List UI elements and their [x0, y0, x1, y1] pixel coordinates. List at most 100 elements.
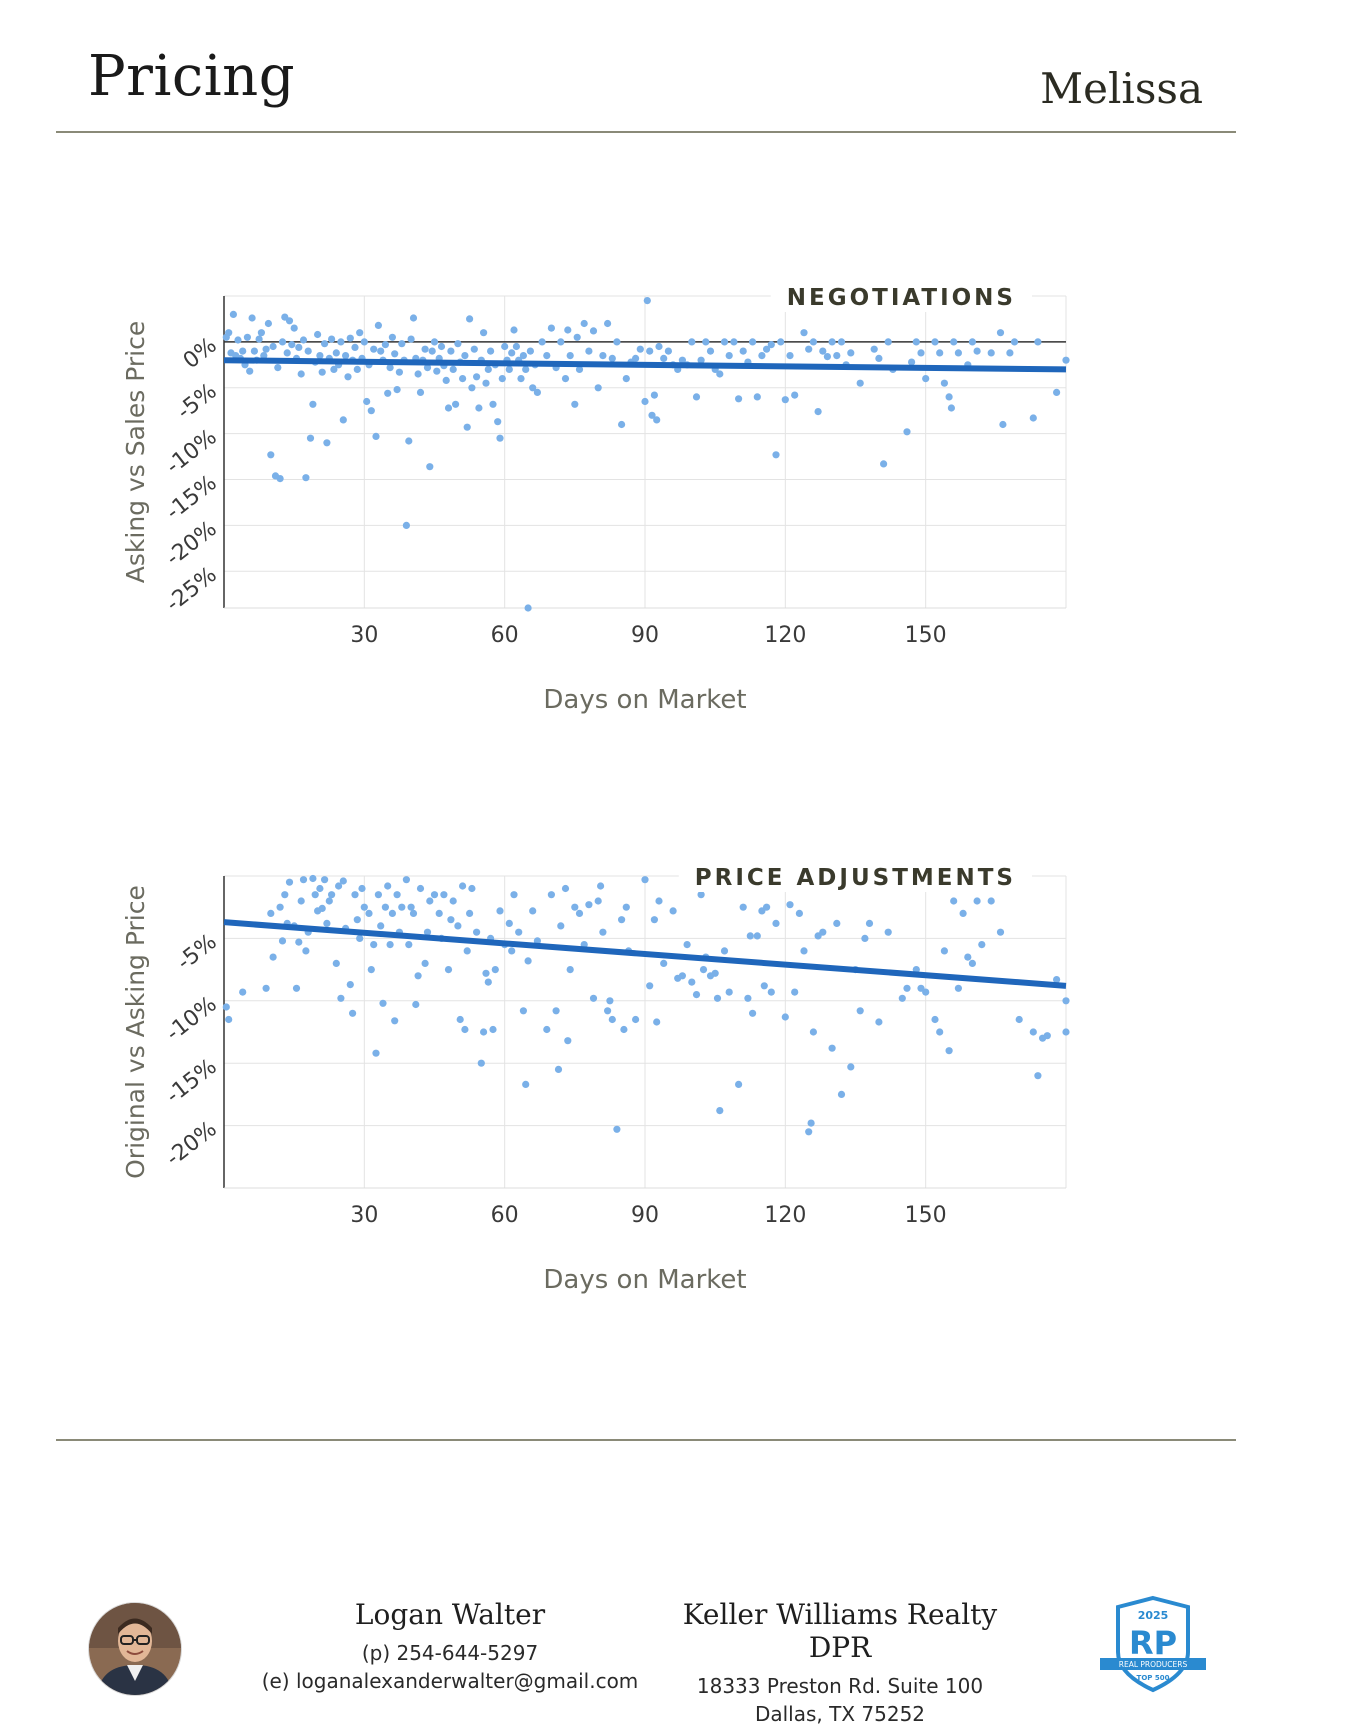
negotiations-data-point — [837, 338, 846, 346]
negotiations-data-point — [452, 400, 460, 408]
negotiations-data-point — [463, 423, 471, 431]
price-adjustments-data-point — [739, 903, 747, 911]
negotiations-data-point — [519, 352, 527, 360]
price-adjustments-data-point — [861, 934, 869, 942]
price-adjustments-data-point — [423, 928, 432, 936]
price-adjustments-data-point — [618, 916, 626, 924]
negotiations-data-point — [321, 340, 329, 348]
price-adjustments-data-point — [660, 959, 668, 967]
negotiations-data-point — [763, 345, 771, 353]
price-adjustments-data-point — [302, 947, 310, 955]
price-adjustments-data-point — [1034, 1072, 1042, 1080]
price-adjustments-data-point — [678, 972, 687, 980]
negotiations-data-point — [264, 319, 272, 328]
negotiations-data-point — [847, 349, 855, 357]
price-adjustments-data-point — [414, 972, 422, 980]
negotiations-data-point — [323, 439, 331, 447]
price-adjustments-data-point — [987, 897, 995, 905]
badge-rank: TOP 500 — [1137, 1674, 1170, 1682]
negotiations-data-point — [767, 341, 775, 349]
negotiations-data-point — [239, 347, 247, 355]
negotiations-data-point — [1006, 349, 1014, 357]
negotiations-data-point — [648, 411, 656, 419]
negotiations-data-point — [346, 334, 354, 342]
price-adjustments-data-point — [697, 891, 705, 899]
price-adjustments-data-point — [865, 919, 874, 927]
negotiations-data-point — [575, 365, 584, 373]
price-adjustments-data-point — [407, 903, 415, 911]
negotiations-data-point — [402, 521, 410, 529]
price-adjustments-data-point — [547, 891, 555, 899]
agent-info: Logan Walter (p) 254-644-5297 (e) logana… — [250, 1598, 650, 1695]
price-adjustments-data-point — [954, 984, 963, 992]
price-adjustments-data-point — [683, 941, 691, 949]
price-adjustments-data-point — [480, 1028, 488, 1036]
negotiations-data-point — [529, 384, 537, 392]
negotiations-chart-title: NEGOTIATIONS — [787, 285, 1016, 311]
negotiations-data-point — [510, 326, 518, 334]
negotiations-data-point — [501, 342, 509, 351]
price-adjustments-data-point — [585, 901, 593, 909]
negotiations-data-point — [290, 324, 298, 332]
price-adjustments-data-point — [311, 891, 319, 899]
price-adjustments-data-point — [398, 903, 406, 911]
negotiations-data-point — [386, 364, 394, 372]
price-adjustments-data-point — [510, 891, 518, 899]
negotiations-data-point — [484, 365, 492, 373]
negotiations-data-point — [608, 354, 616, 362]
negotiations-trendline — [223, 357, 1067, 373]
price-adjustments-data-point — [393, 891, 401, 899]
price-adjustments-data-point — [837, 1090, 846, 1098]
price-adjustments-data-point — [491, 966, 499, 974]
negotiations-data-point — [1062, 356, 1070, 364]
agent-phone[interactable]: (p) 254-644-5297 — [361, 1641, 539, 1665]
price-adjustments-data-point — [903, 984, 911, 992]
price-adjustments-data-point — [604, 1007, 612, 1015]
negotiations-data-point — [613, 338, 621, 346]
price-adjustments-data-point — [571, 903, 579, 911]
price-adjustments-data-point — [594, 897, 602, 905]
negotiations-data-point — [660, 354, 668, 362]
price-adjustments-data-point — [800, 947, 808, 955]
negotiations-data-point — [557, 338, 565, 346]
negotiations-data-point — [339, 416, 347, 424]
negotiations-data-point — [299, 336, 308, 344]
price-adjustments-data-point — [809, 1028, 818, 1036]
price-adjustments-data-point — [351, 891, 359, 899]
negotiations-data-point — [594, 384, 602, 392]
negotiations-chart: NEGOTIATIONS 30 60 90 120 150 0% -5% -10% -15% -20… — [120, 270, 1180, 730]
negotiations-x-tick-label: 90 — [631, 623, 659, 648]
price-adjustments-data-point — [381, 903, 389, 911]
negotiations-data-point — [524, 604, 532, 612]
negotiations-data-point — [697, 356, 705, 364]
price-adjustments-data-point — [405, 941, 413, 949]
negotiations-data-point — [433, 367, 441, 375]
negotiations-data-point — [482, 379, 490, 387]
price-adjustments-data-point — [391, 1017, 399, 1025]
negotiations-data-point — [430, 338, 439, 346]
agent-email[interactable]: (e) loganalexanderwalter@gmail.com — [261, 1669, 639, 1693]
negotiations-data-point — [1010, 338, 1019, 346]
negotiations-data-point — [342, 352, 350, 360]
price-adjustments-data-point — [349, 1009, 357, 1017]
price-adjustments-data-point — [325, 897, 333, 905]
negotiations-data-point — [585, 347, 593, 355]
price-adjustments-data-point — [323, 919, 331, 927]
negotiations-data-point — [589, 327, 598, 335]
price-adjustments-data-point — [356, 934, 364, 942]
badge-initials: RP — [1129, 1624, 1177, 1662]
price-adjustments-data-point — [973, 897, 981, 905]
negotiations-data-point — [426, 463, 434, 471]
price-adjustments-data-point — [505, 919, 513, 927]
price-adjustments-data-point — [716, 1107, 724, 1115]
price-adjustments-data-point — [959, 909, 967, 917]
price-adjustments-data-point — [622, 903, 630, 911]
negotiations-data-point — [618, 420, 626, 429]
negotiations-data-point — [395, 368, 403, 376]
price-adjustments-data-point — [379, 999, 387, 1007]
header-divider — [56, 131, 1236, 133]
price-adjustments-data-point — [309, 874, 317, 883]
price-adjustments-data-point — [461, 1025, 469, 1034]
negotiations-data-point — [908, 358, 916, 366]
negotiations-data-point — [599, 352, 607, 360]
